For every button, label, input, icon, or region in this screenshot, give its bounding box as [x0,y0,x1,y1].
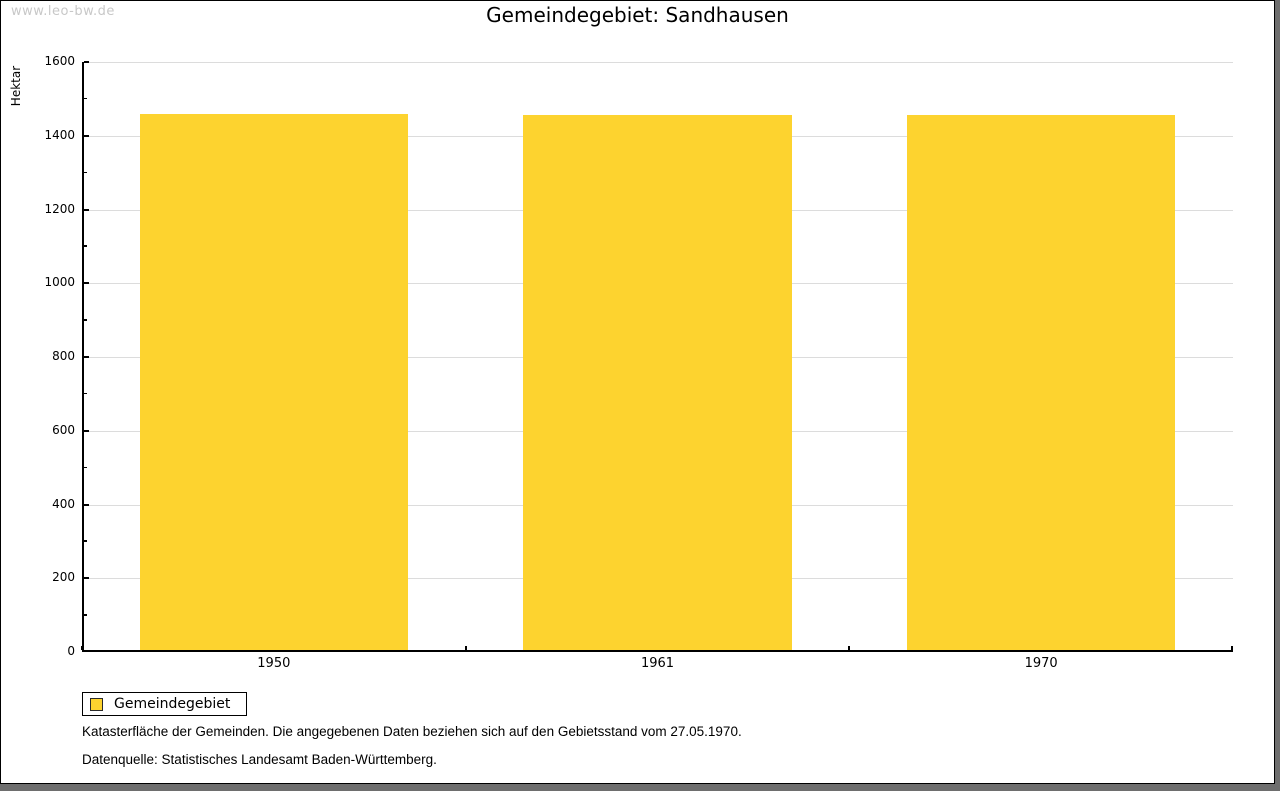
y-major-tick-200 [84,577,89,580]
y-minor-tick-1500 [84,97,87,100]
y-major-tick-1200 [84,208,89,211]
x-boundary-tick-3 [1231,646,1233,650]
x-category-label-1950: 1950 [257,656,291,671]
y-tick-label-200: 200 [52,570,75,585]
x-boundary-tick-2 [848,646,851,650]
y-tick-label-400: 400 [52,496,75,511]
y-major-tick-400 [84,503,89,506]
y-minor-tick-700 [84,392,87,395]
y-axis-line [82,62,84,652]
y-tick-label-1600: 1600 [44,54,75,68]
plot-area: 0 200 400 600 800 1000 1200 1400 1600 1950 1961 197… [44,54,1233,671]
y-minor-tick-900 [84,319,87,321]
x-category-label-1970: 1970 [1024,656,1058,671]
y-tick-label-1000: 1000 [44,275,75,290]
y-major-tick-1000 [84,282,89,285]
y-major-tick-1600 [84,61,89,63]
y-major-tick-800 [84,356,89,358]
bar-1950 [139,113,409,652]
y-tick-label-1400: 1400 [44,127,75,142]
x-boundary-tick-0 [81,646,83,650]
y-minor-tick-300 [84,540,87,542]
chart-title: Gemeindegebiet: Sandhausen [486,3,789,27]
y-tick-label-800: 800 [52,349,75,363]
legend: Gemeindegebiet [82,692,248,716]
legend-swatch-icon [90,697,103,711]
bar-1970 [906,115,1176,652]
y-tick-label-1200: 1200 [44,201,75,216]
x-axis-line [82,650,1233,652]
gridline-y-1600 [82,62,1233,63]
footnote-line1: Katasterfläche der Gemeinden. Die angege… [82,724,742,739]
y-minor-tick-500 [84,466,87,469]
y-minor-tick-1100 [84,245,87,247]
y-tick-label-0: 0 [67,644,75,658]
footnote-line2: Datenquelle: Statistisches Landesamt Bad… [82,752,437,767]
x-category-label-1961: 1961 [640,656,675,671]
y-minor-tick-100 [84,614,87,616]
y-tick-label-600: 600 [52,422,75,437]
y-minor-tick-1300 [84,171,87,174]
watermark: www.leo-bw.de [11,4,115,19]
y-axis-title: Hektar [9,65,23,107]
bar-1961 [523,114,792,652]
x-boundary-tick-1 [464,646,467,650]
y-major-tick-600 [84,429,89,432]
y-major-tick-1400 [84,134,89,137]
legend-label: Gemeindegebiet [114,696,231,712]
